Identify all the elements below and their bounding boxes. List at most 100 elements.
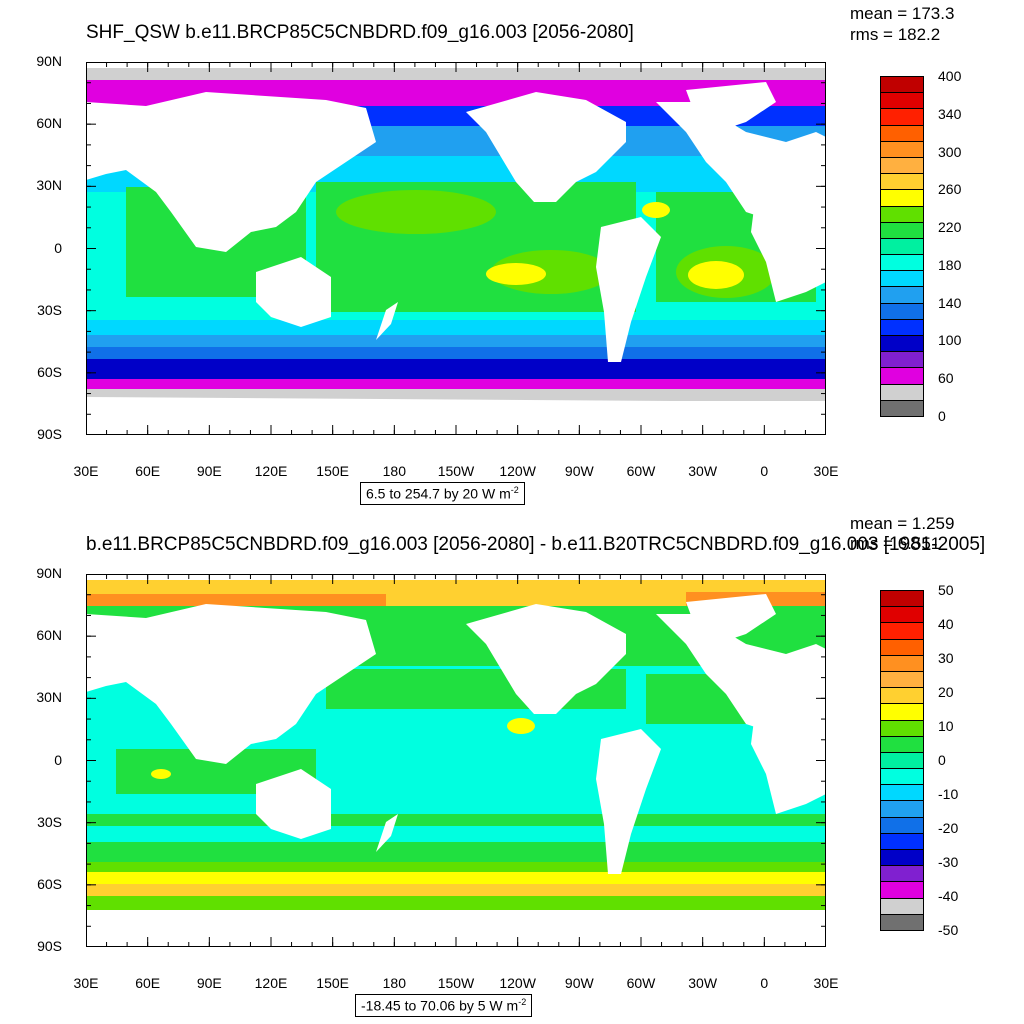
top-range-note: 6.5 to 254.7 by 20 W m-2 [360, 482, 525, 505]
top-colorbar-box [880, 254, 924, 272]
top-colorbar-label: 140 [938, 294, 962, 311]
top-lon-label: 90W [564, 463, 594, 479]
bottom-lat-label: 30N [36, 689, 62, 706]
bottom-colorbar-box [880, 670, 924, 689]
bottom-colorbar-box [880, 881, 924, 899]
top-range-exponent: -2 [510, 485, 519, 495]
top-lon-label: 0 [760, 463, 769, 479]
top-lon-label: 60W [626, 463, 656, 479]
top-lat-label: 60N [36, 115, 62, 132]
bottom-lat-label: 0 [54, 751, 62, 768]
bottom-lat-label: 90S [37, 938, 62, 954]
bottom-lon-label: 150W [437, 975, 475, 991]
top-lon-label: 30W [688, 463, 718, 479]
top-colorbar [880, 76, 924, 417]
top-lat-label: 60S [37, 363, 62, 380]
top-lat-label: 30N [36, 177, 62, 194]
bottom-colorbar-box [880, 590, 924, 608]
bottom-lon-label: 90W [564, 975, 594, 991]
bottom-colorbar-label: -20 [938, 820, 959, 836]
bottom-colorbar-box [880, 816, 924, 834]
top-lat-label: 90N [36, 53, 62, 69]
bottom-lon-label: 150E [316, 975, 349, 991]
bottom-lat-label: 90N [36, 565, 62, 581]
bottom-colorbar-box [880, 622, 924, 640]
bottom-lon-label: 120E [254, 975, 288, 991]
bottom-colorbar-label: 30 [938, 650, 954, 666]
top-colorbar-label: 0 [938, 408, 946, 424]
top-mean-stat: mean = 173.3 [850, 4, 955, 23]
bottom-lat-label: 60S [37, 875, 62, 892]
bottom-range-text: -18.45 to 70.06 by 5 W m [361, 997, 519, 1014]
top-lon-label: 150W [437, 463, 475, 479]
bottom-colorbar-label: -50 [938, 922, 959, 938]
top-colorbar-box [880, 140, 924, 158]
top-colorbar-label: 60 [938, 370, 954, 387]
bottom-colorbar-box [880, 897, 924, 915]
bottom-rms-stat: rms = 6.551 [850, 534, 941, 553]
top-colorbar-box [880, 173, 924, 191]
bottom-colorbar-box [880, 606, 924, 624]
bottom-lon-label: 90E [196, 975, 222, 991]
top-map-panel: SHF_QSW b.e11.BRCP85C5CNBDRD.f09_g16.003… [36, 4, 962, 505]
top-colorbar-box [880, 221, 924, 239]
bottom-map-panel: b.e11.BRCP85C5CNBDRD.f09_g16.003 [2056-2… [0, 512, 1024, 1024]
top-colorbar-box [880, 92, 924, 110]
bottom-colorbar-label: 10 [938, 718, 954, 734]
top-colorbar-box [880, 383, 924, 401]
bottom-colorbar-box [880, 800, 924, 818]
top-colorbar-label: 300 [938, 143, 962, 160]
bottom-colorbar-label: -30 [938, 854, 959, 870]
top-colorbar-box [880, 286, 924, 304]
bottom-colorbar-box [880, 638, 924, 656]
bottom-range-note: -18.45 to 70.06 by 5 W m-2 [355, 994, 533, 1017]
top-colorbar-box [880, 237, 924, 256]
bottom-mean-stat: mean = 1.259 [850, 514, 955, 533]
top-lon-label: 30E [73, 463, 99, 479]
bottom-colorbar-box [880, 768, 924, 786]
bottom-colorbar-label: 40 [938, 616, 954, 632]
bottom-colorbar-box [880, 832, 924, 851]
top-colorbar-box [880, 124, 924, 142]
top-lat-label: 30S [37, 301, 62, 318]
bottom-map-svg [86, 574, 826, 947]
bottom-colorbar-label: 20 [938, 684, 954, 700]
top-colorbar-label: 260 [938, 181, 962, 198]
top-colorbar-box [880, 302, 924, 320]
bottom-range-exponent: -2 [518, 997, 527, 1007]
top-colorbar-label: 180 [938, 256, 962, 273]
top-lon-label: 180 [382, 463, 406, 479]
top-colorbar-box [880, 76, 924, 94]
bottom-colorbar-box [880, 654, 924, 672]
bottom-colorbar-box [880, 703, 924, 721]
bottom-colorbar-label: 50 [938, 582, 954, 598]
top-colorbar-box [880, 270, 924, 288]
bottom-lon-label: 30E [813, 975, 839, 991]
top-colorbar-box [880, 367, 924, 385]
bottom-colorbar-box [880, 735, 924, 753]
top-colorbar-label: 220 [938, 219, 962, 236]
bottom-map-plot [86, 574, 826, 947]
top-colorbar-box [880, 156, 924, 175]
bottom-colorbar-box [880, 865, 924, 883]
top-colorbar-box [880, 351, 924, 369]
top-range-text: 6.5 to 254.7 by 20 W m [366, 485, 511, 502]
bottom-lat-label: 60N [36, 627, 62, 644]
top-colorbar-box [880, 318, 924, 337]
top-colorbar-label: 400 [938, 68, 962, 84]
top-lon-label: 30E [813, 463, 839, 479]
bottom-colorbar [880, 590, 924, 931]
top-lon-label: 120E [254, 463, 288, 479]
top-colorbar-box [880, 335, 924, 353]
bottom-lon-label: 180 [382, 975, 406, 991]
top-rms-stat: rms = 182.2 [850, 25, 941, 44]
top-lat-label: 90S [37, 426, 62, 442]
top-colorbar-label: 100 [938, 332, 962, 349]
top-map-svg [86, 62, 826, 435]
bottom-colorbar-box [880, 687, 924, 705]
top-map-plot [86, 62, 826, 435]
top-lat-label: 0 [54, 239, 62, 256]
bottom-colorbar-label: 0 [938, 752, 946, 768]
bottom-colorbar-label: -10 [938, 786, 959, 802]
top-lon-label: 60E [135, 463, 161, 479]
